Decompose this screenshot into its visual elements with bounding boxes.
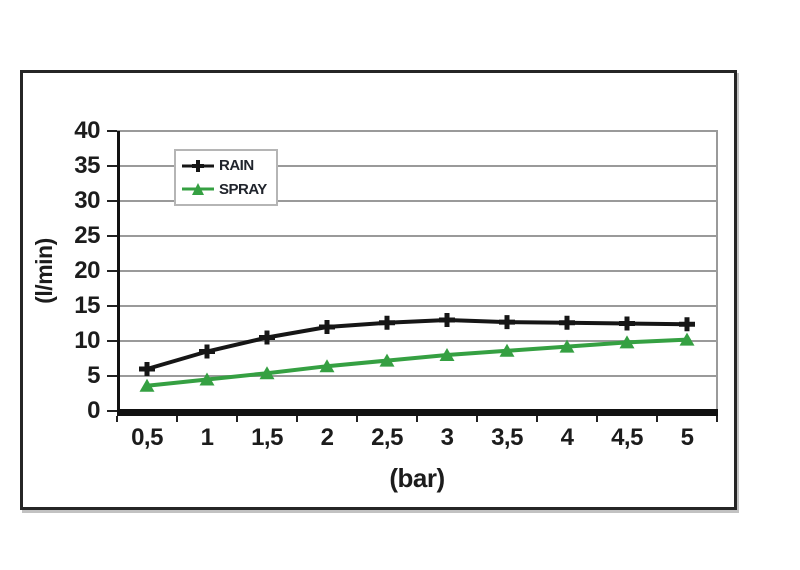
triangle-marker-icon	[139, 378, 155, 392]
plus-marker-icon	[199, 344, 215, 359]
y-tick	[107, 270, 117, 272]
triangle-marker-icon	[499, 343, 515, 357]
triangle-marker-icon	[619, 335, 635, 349]
gridline	[117, 200, 718, 202]
plus-marker-icon	[679, 317, 695, 332]
gridline	[117, 340, 718, 342]
x-tick	[176, 416, 178, 422]
plus-marker-icon	[439, 313, 455, 327]
x-tick-label: 0,5	[131, 424, 163, 451]
gridline	[117, 235, 718, 237]
plus-marker-icon	[559, 315, 575, 330]
triangle-marker-icon	[319, 359, 335, 373]
y-tick	[107, 130, 117, 132]
x-tick	[236, 416, 238, 422]
x-tick	[716, 416, 718, 422]
plus-marker-icon	[259, 330, 275, 345]
plus-marker-icon	[182, 159, 214, 172]
x-tick	[656, 416, 658, 422]
series-layer	[139, 313, 695, 392]
y-tick	[107, 340, 117, 342]
plot-right-border	[716, 131, 718, 412]
y-tick-label: 20	[74, 257, 100, 284]
x-axis-title: (bar)	[389, 463, 445, 493]
y-axis-title: (l/min)	[31, 238, 57, 304]
plus-marker-icon	[379, 315, 395, 330]
legend-item-rain: RAIN	[181, 157, 271, 174]
y-tick	[107, 235, 117, 237]
y-tick-label: 30	[74, 187, 100, 214]
plot-area	[117, 130, 718, 412]
y-tick-label: 5	[87, 362, 100, 389]
rain-series-line	[146, 317, 688, 371]
triangle-marker-icon	[559, 339, 575, 353]
x-tick	[476, 416, 478, 422]
x-tick	[536, 416, 538, 422]
y-tick	[107, 200, 117, 202]
gridline	[117, 130, 718, 132]
x-tick	[356, 416, 358, 422]
legend-label: RAIN	[219, 157, 254, 175]
y-tick	[107, 305, 117, 307]
y-tick-label: 25	[74, 222, 100, 249]
y-tick	[107, 410, 117, 412]
gridline	[117, 375, 718, 377]
legend: RAIN SPRAY	[174, 149, 278, 206]
plus-marker-icon	[619, 316, 635, 331]
triangle-marker-icon	[379, 353, 395, 367]
triangle-marker-icon	[259, 366, 275, 380]
x-tick-label: 1,5	[251, 424, 283, 451]
spray-series-line	[146, 337, 688, 388]
plus-marker-icon	[499, 315, 515, 330]
y-tick-label: 35	[74, 152, 100, 179]
gridline	[117, 165, 718, 167]
x-tick-label: 1	[200, 424, 214, 451]
x-tick	[416, 416, 418, 422]
y-axis-line	[117, 131, 120, 416]
triangle-marker-icon	[439, 348, 455, 361]
triangle-marker-icon	[199, 372, 215, 386]
y-tick-label: 40	[74, 117, 100, 144]
x-tick	[596, 416, 598, 422]
legend-item-spray: SPRAY	[181, 181, 271, 198]
triangle-marker-icon	[679, 332, 695, 346]
y-tick-label: 0	[87, 397, 100, 424]
y-tick	[107, 165, 117, 167]
x-tick	[116, 416, 118, 422]
triangle-marker-icon	[182, 183, 214, 196]
y-tick	[107, 375, 117, 377]
x-axis-line	[117, 409, 718, 416]
x-tick-label: 3,5	[491, 424, 523, 451]
y-tick-label: 10	[74, 327, 100, 354]
legend-label: SPRAY	[219, 180, 267, 198]
x-tick-label: 5	[680, 424, 694, 451]
gridline	[117, 305, 718, 307]
gridline	[117, 270, 718, 272]
x-tick-label: 4,5	[611, 424, 643, 451]
plus-marker-icon	[139, 362, 155, 376]
plus-marker-icon	[319, 320, 335, 334]
figure-frame	[20, 70, 737, 510]
x-tick	[296, 416, 298, 422]
y-tick-label: 15	[74, 292, 100, 319]
x-tick-label: 2,5	[371, 424, 403, 451]
x-tick-label: 3	[440, 424, 454, 451]
x-tick-label: 2	[320, 424, 334, 451]
x-tick-label: 4	[560, 424, 574, 451]
